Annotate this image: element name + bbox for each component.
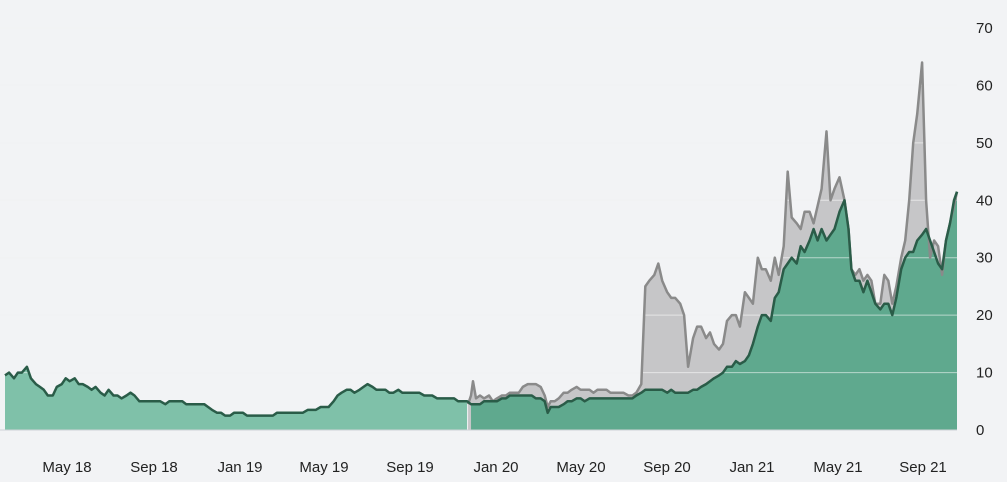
x-tick-label: Sep 20 <box>643 459 691 476</box>
x-tick-label: May 20 <box>556 459 605 476</box>
x-tick-label: Sep 18 <box>130 459 178 476</box>
x-tick-label: May 21 <box>813 459 862 476</box>
x-tick-label: May 19 <box>299 459 348 476</box>
y-tick-label: 0 <box>976 422 984 439</box>
y-tick-label: 20 <box>976 307 993 324</box>
x-tick-label: Sep 21 <box>899 459 947 476</box>
x-tick-label: Jan 20 <box>473 459 518 476</box>
y-tick-label: 50 <box>976 135 993 152</box>
y-tick-label: 30 <box>976 250 993 267</box>
y-tick-label: 40 <box>976 192 993 209</box>
y-tick-label: 10 <box>976 365 993 382</box>
gray-series-line <box>466 61 959 409</box>
green-series-line <box>4 191 959 417</box>
x-tick-label: Sep 19 <box>386 459 434 476</box>
green-series-area-left <box>5 366 468 430</box>
x-tick-label: Jan 21 <box>729 459 774 476</box>
x-tick-label: Jan 19 <box>217 459 262 476</box>
x-tick-label: May 18 <box>42 459 91 476</box>
y-tick-label: 70 <box>976 20 993 37</box>
y-tick-label: 60 <box>976 77 993 94</box>
green-series-area-right <box>471 191 957 430</box>
